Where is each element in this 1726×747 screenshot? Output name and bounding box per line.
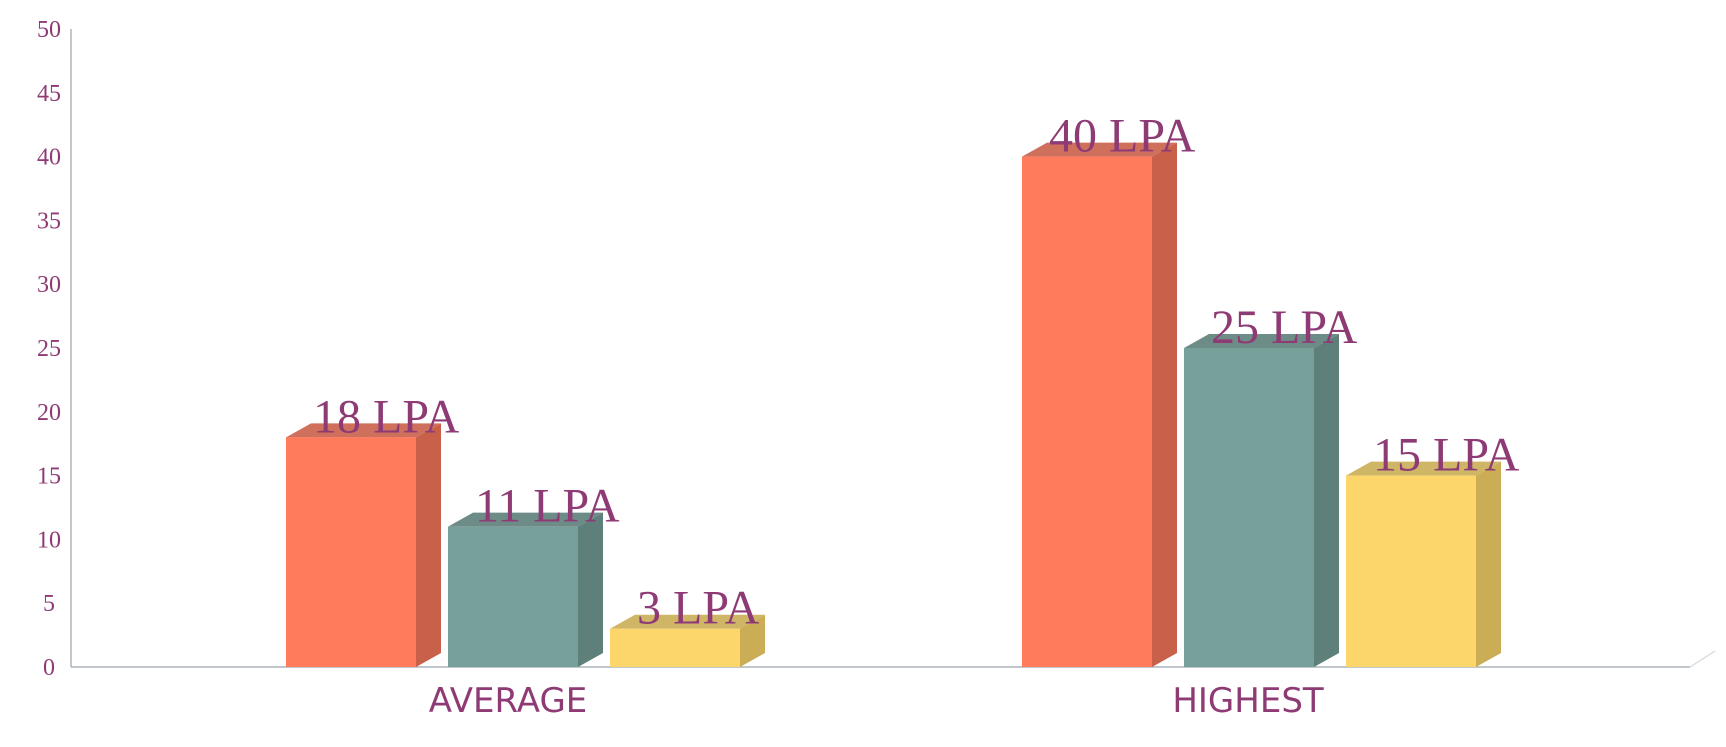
floor-edge-line bbox=[1689, 650, 1716, 668]
bar-side bbox=[1476, 461, 1501, 667]
y-tick-label: 50 bbox=[37, 17, 61, 43]
bar bbox=[286, 423, 441, 667]
bar-top bbox=[610, 614, 765, 629]
bar-front bbox=[610, 628, 740, 667]
bar-side bbox=[416, 423, 441, 667]
y-tick-label: 5 bbox=[43, 591, 55, 617]
bar-front bbox=[1022, 156, 1152, 667]
bar bbox=[448, 512, 603, 667]
bar-front bbox=[1184, 348, 1314, 667]
y-tick-label: 45 bbox=[37, 81, 61, 107]
y-tick-label: 40 bbox=[37, 145, 61, 171]
bar bbox=[610, 614, 765, 667]
bar-top bbox=[1184, 334, 1339, 348]
bar-front bbox=[286, 437, 416, 667]
data-label: 18 LPA bbox=[313, 390, 460, 443]
data-label: 3 LPA bbox=[637, 582, 760, 635]
y-tick-label: 0 bbox=[43, 655, 55, 681]
bar-side bbox=[740, 614, 765, 667]
bar-front bbox=[1346, 475, 1476, 667]
bar-side bbox=[1314, 334, 1339, 667]
data-label: 25 LPA bbox=[1211, 301, 1358, 354]
y-tick-label: 20 bbox=[37, 400, 61, 426]
bar-front bbox=[448, 526, 578, 667]
chart-bars bbox=[286, 142, 1501, 668]
x-category-label: HIGHEST bbox=[1172, 681, 1324, 721]
data-label: 15 LPA bbox=[1373, 429, 1520, 482]
y-tick-label: 10 bbox=[37, 527, 61, 553]
y-tick-label: 15 bbox=[37, 464, 61, 490]
bar-top bbox=[1022, 142, 1177, 157]
bar bbox=[1184, 334, 1339, 667]
bar bbox=[1346, 461, 1501, 667]
bar-side bbox=[578, 512, 603, 667]
y-axis-ticks: 0 5 10 15 20 25 30 35 40 45 50 bbox=[37, 17, 61, 681]
y-tick-label: 25 bbox=[37, 336, 61, 362]
bar-top bbox=[286, 423, 441, 438]
data-label: 40 LPA bbox=[1049, 110, 1196, 163]
bar-side bbox=[1152, 142, 1177, 668]
bar-top bbox=[1346, 461, 1501, 476]
data-label: 11 LPA bbox=[475, 480, 620, 533]
bar bbox=[1022, 142, 1177, 668]
x-axis-categories: AVERAGE HIGHEST bbox=[429, 681, 1324, 721]
bar-top bbox=[448, 512, 603, 527]
y-tick-label: 30 bbox=[37, 272, 61, 298]
y-tick-label: 35 bbox=[37, 208, 61, 234]
x-category-label: AVERAGE bbox=[429, 681, 588, 721]
data-labels: 18 LPA 11 LPA 3 LPA 40 LPA 25 LPA 15 LPA bbox=[313, 110, 1520, 635]
